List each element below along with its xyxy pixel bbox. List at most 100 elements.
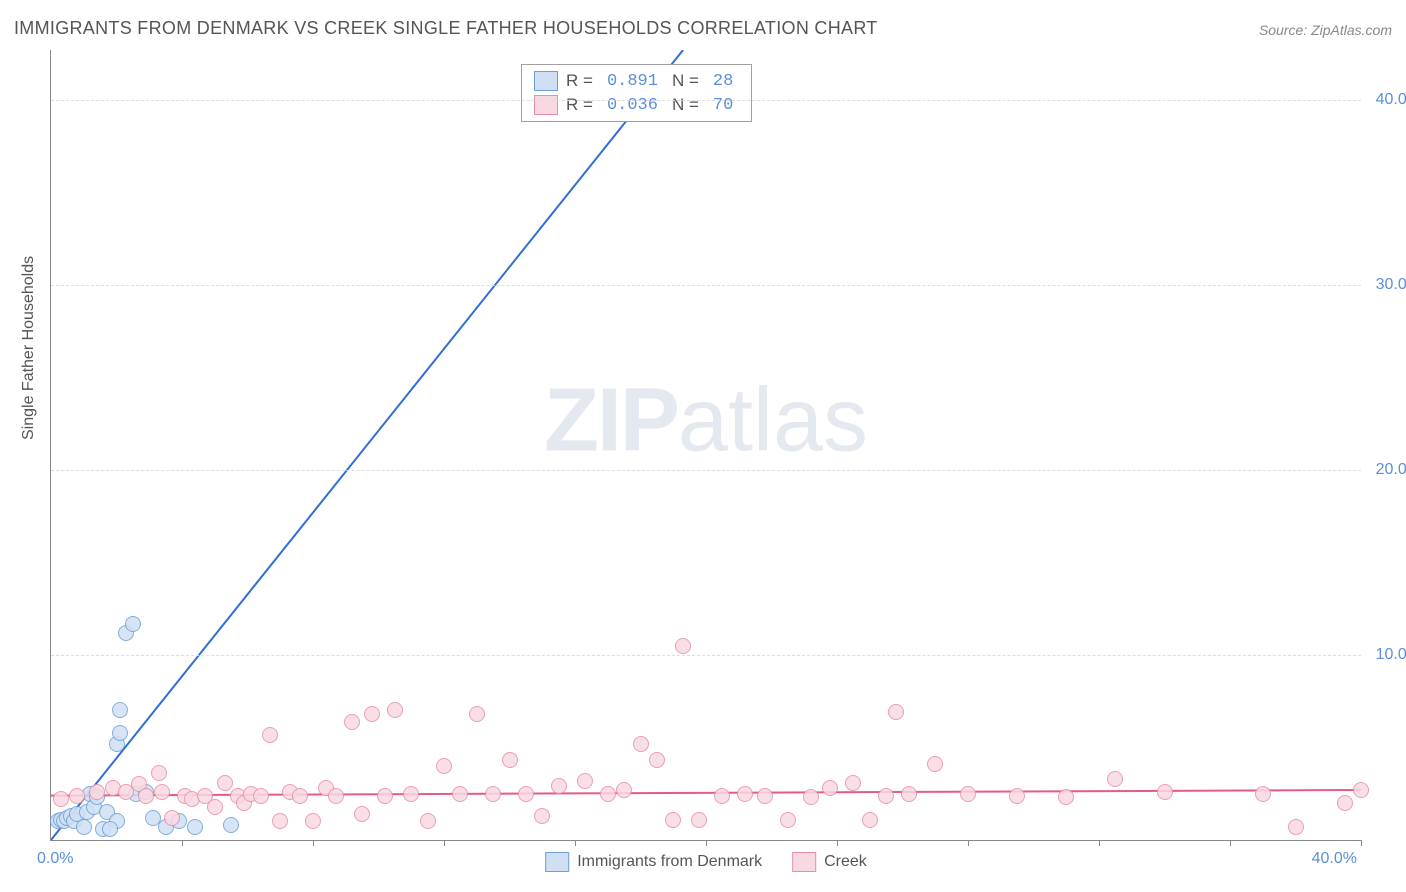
legend-n-label: N = [672, 95, 699, 115]
scatter-point [600, 786, 616, 802]
watermark: ZIPatlas [544, 370, 868, 473]
scatter-point [377, 788, 393, 804]
legend-n-value: 28 [707, 72, 739, 91]
legend-swatch [534, 95, 558, 115]
grid-line [51, 470, 1361, 471]
series-legend-item: Creek [792, 852, 867, 872]
scatter-point [518, 786, 534, 802]
scatter-point [469, 706, 485, 722]
x-tick [968, 840, 969, 846]
source-prefix: Source: [1259, 22, 1311, 38]
scatter-point [76, 819, 92, 835]
scatter-point [534, 808, 550, 824]
legend-n-label: N = [672, 71, 699, 91]
scatter-point [154, 784, 170, 800]
grid-line [51, 100, 1361, 101]
y-tick-label: 40.0% [1376, 91, 1406, 109]
scatter-point [649, 752, 665, 768]
scatter-point [803, 789, 819, 805]
scatter-point [420, 813, 436, 829]
series-legend-label: Creek [824, 853, 867, 871]
scatter-point [862, 812, 878, 828]
scatter-point [1009, 788, 1025, 804]
scatter-point [292, 788, 308, 804]
scatter-point [89, 784, 105, 800]
scatter-point [223, 817, 239, 833]
scatter-point [1157, 784, 1173, 800]
scatter-point [665, 812, 681, 828]
scatter-point [691, 812, 707, 828]
scatter-point [344, 714, 360, 730]
legend-swatch [792, 852, 816, 872]
legend-r-label: R = [566, 95, 593, 115]
legend-row: R = 0.036 N = 70 [534, 93, 739, 117]
scatter-point [1337, 795, 1353, 811]
scatter-point [502, 752, 518, 768]
chart-container: IMMIGRANTS FROM DENMARK VS CREEK SINGLE … [0, 0, 1406, 892]
scatter-point [354, 806, 370, 822]
legend-r-value: 0.891 [601, 72, 664, 91]
x-tick [706, 840, 707, 846]
scatter-point [633, 736, 649, 752]
scatter-point [1058, 789, 1074, 805]
scatter-point [551, 778, 567, 794]
grid-line [51, 285, 1361, 286]
watermark-bold: ZIP [544, 371, 678, 471]
scatter-point [675, 638, 691, 654]
scatter-point [187, 819, 203, 835]
correlation-legend: R = 0.891 N = 28 R = 0.036 N = 70 [521, 64, 752, 122]
scatter-point [927, 756, 943, 772]
scatter-point [262, 727, 278, 743]
scatter-point [737, 786, 753, 802]
y-tick-label: 30.0% [1376, 276, 1406, 294]
scatter-point [125, 616, 141, 632]
watermark-light: atlas [678, 371, 868, 471]
x-axis-max-label: 40.0% [1312, 850, 1357, 868]
x-tick [1230, 840, 1231, 846]
scatter-point [878, 788, 894, 804]
scatter-point [102, 821, 118, 837]
scatter-point [207, 799, 223, 815]
scatter-point [1255, 786, 1271, 802]
chart-title: IMMIGRANTS FROM DENMARK VS CREEK SINGLE … [14, 18, 878, 39]
series-legend-label: Immigrants from Denmark [577, 853, 762, 871]
scatter-point [960, 786, 976, 802]
scatter-point [780, 812, 796, 828]
scatter-point [403, 786, 419, 802]
scatter-point [217, 775, 233, 791]
x-tick [313, 840, 314, 846]
y-tick-label: 20.0% [1376, 461, 1406, 479]
scatter-point [485, 786, 501, 802]
scatter-point [901, 786, 917, 802]
scatter-point [822, 780, 838, 796]
x-axis-origin-label: 0.0% [37, 850, 73, 868]
scatter-point [757, 788, 773, 804]
x-tick [1099, 840, 1100, 846]
source-attribution: Source: ZipAtlas.com [1259, 22, 1392, 38]
series-legend: Immigrants from Denmark Creek [545, 852, 867, 872]
legend-n-value: 70 [707, 96, 739, 115]
scatter-point [577, 773, 593, 789]
legend-row: R = 0.891 N = 28 [534, 69, 739, 93]
x-tick [575, 840, 576, 846]
x-tick [182, 840, 183, 846]
legend-r-value: 0.036 [601, 96, 664, 115]
scatter-point [452, 786, 468, 802]
scatter-point [1288, 819, 1304, 835]
scatter-point [151, 765, 167, 781]
scatter-point [138, 788, 154, 804]
scatter-point [616, 782, 632, 798]
y-tick-label: 10.0% [1376, 646, 1406, 664]
scatter-point [253, 788, 269, 804]
scatter-point [436, 758, 452, 774]
scatter-point [305, 813, 321, 829]
scatter-point [364, 706, 380, 722]
scatter-point [53, 791, 69, 807]
scatter-point [1353, 782, 1369, 798]
legend-r-label: R = [566, 71, 593, 91]
scatter-point [1107, 771, 1123, 787]
source-name: ZipAtlas.com [1311, 22, 1392, 38]
plot-area: ZIPatlas R =0.891N =28R =0.036N =70 0.0%… [50, 50, 1361, 841]
legend-swatch [534, 71, 558, 91]
x-tick [444, 840, 445, 846]
